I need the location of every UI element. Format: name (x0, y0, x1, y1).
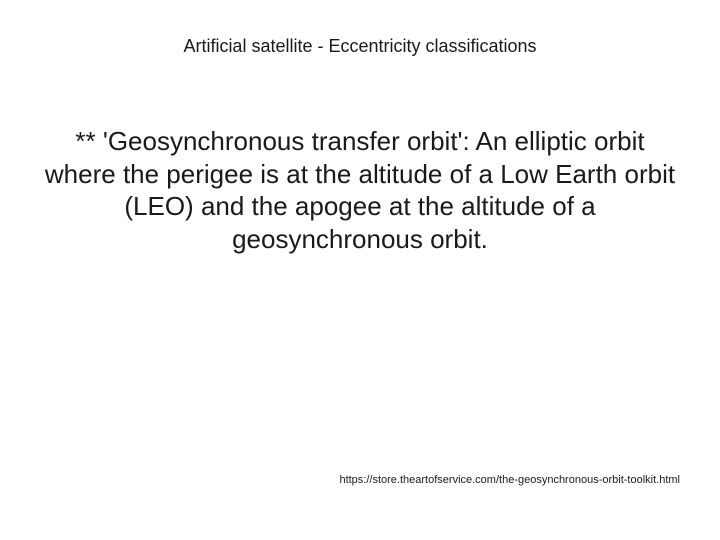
slide-container: Artificial satellite - Eccentricity clas… (0, 0, 720, 540)
slide-title: Artificial satellite - Eccentricity clas… (0, 36, 720, 57)
slide-body-text: ** 'Geosynchronous transfer orbit': An e… (40, 125, 680, 255)
footer-url: https://store.theartofservice.com/the-ge… (339, 474, 680, 486)
